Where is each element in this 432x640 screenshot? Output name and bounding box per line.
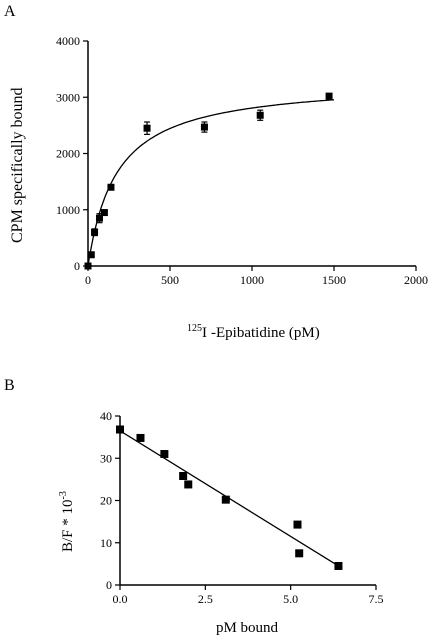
panel-b-x-tick-label: 5.0 [283,592,298,606]
panel-b-y-tick-label: 20 [100,494,112,508]
panel-a-y-tick-label: 0 [74,259,80,273]
panel-b-data-point [184,480,193,489]
panel-a-x-tick-label: 1000 [240,273,264,287]
panel-a-data-point [87,251,95,259]
panel-a-x-tick-label: 0 [85,273,91,287]
panel-b-fit-line [119,430,343,569]
panel-a-y-tick-label: 2000 [56,147,80,161]
panel-b-y-tick-label: 0 [106,578,112,592]
panel-a-x-axis-label-isotope: I [202,325,207,341]
panel-a-x-axis-label-superscript: 125 [187,323,202,334]
panel-b-y-axis-label: B/F * 10-3 [58,491,76,552]
panel-a-y-axis-label: CPM specifically bound [9,87,26,243]
panel-b-x-axis-label: pM bound [216,620,279,636]
panel-a-data-point [84,262,92,270]
panel-a-label: A [4,3,16,20]
panel-a-data-point [200,123,208,131]
panel-a-x-axis-label-text: -Epibatidine (pM) [211,325,320,341]
panel-a-data-point [143,124,151,132]
panel-b-y-tick-label: 30 [100,451,112,465]
panel-b-data-point [221,495,230,504]
panel-a-y-tick-label: 1000 [56,203,80,217]
panel-b-x-tick-label: 0.0 [113,592,128,606]
panel-b-data-point [179,471,188,480]
panel-b-y-tick-label: 40 [100,409,112,423]
panel-b-data-point [295,549,304,558]
panel-b-x-tick-label: 2.5 [198,592,213,606]
panel-b-data-point [136,433,145,442]
panel-b-data-point [293,520,302,529]
panel-a-x-tick-label: 500 [161,273,179,287]
panel-a-data-point [100,209,108,217]
panel-b-label: B [4,377,15,394]
panel-a-data-point [107,183,115,191]
panel-a-x-tick-label: 1500 [322,273,346,287]
panel-a-y-tick-label: 3000 [56,90,80,104]
panel-b-data-point [160,450,169,459]
panel-a-plot: 0 1000 2000 3000 4000 0 500 1000 1500 2000 [56,34,428,287]
panel-b-y-tick-label: 10 [100,536,112,550]
panel-b-data-point [116,425,124,434]
panel-b-x-tick-label: 7.5 [369,592,384,606]
panel-b-data-point [334,561,343,570]
panel-a-data-point [95,214,103,222]
panel-a-data-point [91,228,99,236]
panel-b-y-axis-label-superscript: -3 [58,491,69,499]
panel-a-y-tick-label: 4000 [56,34,80,48]
panel-a-fit-line [87,99,335,267]
panel-a-x-axis-label: 125I -Epibatidine (pM) [187,323,320,341]
panel-a-data-point [325,92,333,100]
panel-a-data-point [256,111,264,119]
panel-a-x-tick-label: 2000 [404,273,428,287]
panel-b-y-axis-label-text: B/F * 10 [60,499,76,552]
panel-b-plot: 0 10 20 30 40 0.0 2.5 5.0 7.5 [100,409,384,606]
